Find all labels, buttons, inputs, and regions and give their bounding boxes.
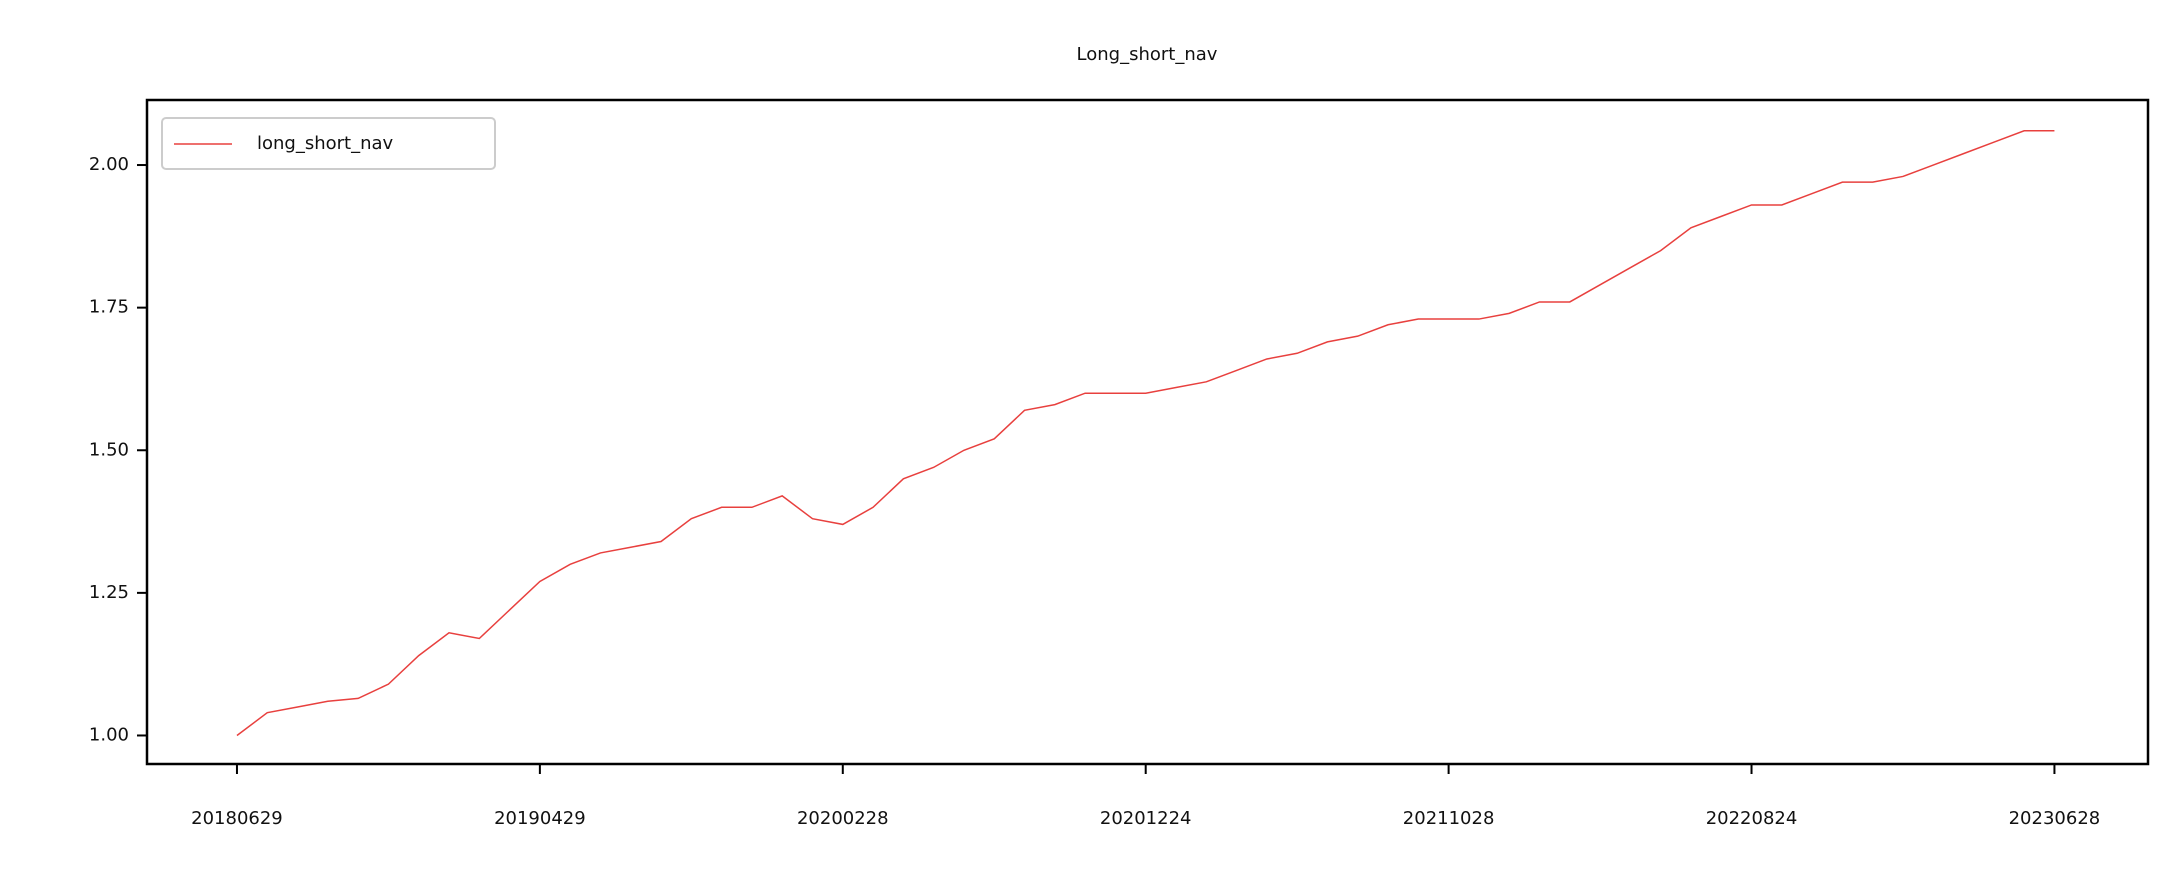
y-tick-label: 1.00	[89, 724, 129, 745]
x-tick-label: 20190429	[494, 808, 586, 829]
x-tick-label: 20211028	[1403, 808, 1495, 829]
y-tick-label: 2.00	[89, 154, 129, 175]
x-tick-label: 20220824	[1706, 808, 1798, 829]
chart-title: Long_short_nav	[1077, 44, 1218, 65]
data-line	[236, 130, 2055, 737]
y-tick-label: 1.75	[89, 297, 129, 318]
y-tick-label: 1.25	[89, 582, 129, 603]
legend-label: long_short_nav	[257, 133, 394, 154]
x-tick-label: 20230628	[2009, 808, 2101, 829]
axes-frame	[145, 98, 2150, 766]
x-tick-label: 20180629	[191, 808, 283, 829]
x-tick-label: 20200228	[797, 808, 889, 829]
legend-box	[161, 117, 496, 170]
y-tick-label: 1.50	[89, 439, 129, 460]
x-tick-label: 20201224	[1100, 808, 1192, 829]
